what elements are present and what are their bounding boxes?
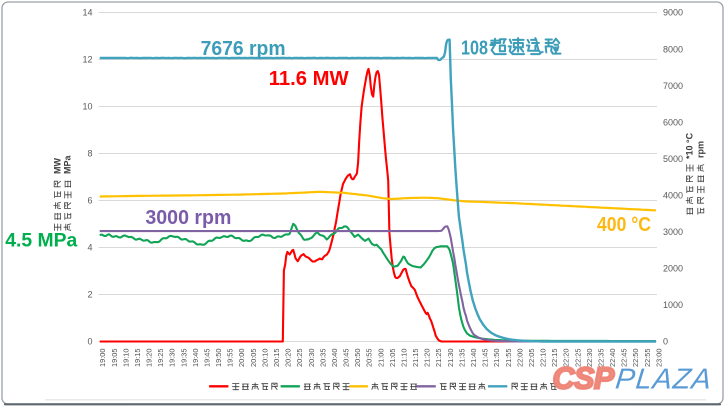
svg-text:2: 2 <box>87 290 92 300</box>
svg-text:21:15: 21:15 <box>411 349 420 368</box>
svg-text:22:45: 22:45 <box>620 349 629 368</box>
svg-text:20:40: 20:40 <box>330 349 339 368</box>
svg-text:20:15: 20:15 <box>272 349 281 368</box>
svg-text:1000: 1000 <box>663 300 683 310</box>
svg-text:400 °C: 400 °C <box>597 213 651 236</box>
svg-text:19:15: 19:15 <box>133 349 142 368</box>
svg-text:MW: MW <box>52 158 62 174</box>
svg-text:7676 rpm: 7676 rpm <box>201 37 286 60</box>
svg-text:22:30: 22:30 <box>585 349 594 368</box>
svg-text:108: 108 <box>461 37 488 60</box>
svg-text:6000: 6000 <box>663 117 683 127</box>
svg-text:8: 8 <box>87 149 92 159</box>
svg-text:22:50: 22:50 <box>631 349 640 368</box>
svg-text:19:30: 19:30 <box>168 349 177 368</box>
svg-text:19:20: 19:20 <box>145 349 154 368</box>
svg-text:12: 12 <box>82 55 92 65</box>
svg-text:20:35: 20:35 <box>318 349 327 368</box>
svg-text:22:10: 22:10 <box>539 349 548 368</box>
svg-text:rpm: rpm <box>696 141 706 158</box>
svg-text:CSP: CSP <box>553 362 615 396</box>
svg-text:20:50: 20:50 <box>353 349 362 368</box>
svg-text:22:40: 22:40 <box>608 349 617 368</box>
svg-text:0: 0 <box>663 337 668 347</box>
svg-text:4.5 MPa: 4.5 MPa <box>5 231 77 252</box>
svg-text:21:35: 21:35 <box>457 349 466 368</box>
svg-text:19:45: 19:45 <box>203 349 212 368</box>
svg-text:23:00: 23:00 <box>654 349 663 368</box>
svg-text:20:55: 20:55 <box>365 349 374 368</box>
svg-text:21:10: 21:10 <box>400 349 409 368</box>
svg-text:MPa: MPa <box>63 155 73 175</box>
svg-text:20:45: 20:45 <box>342 349 351 368</box>
svg-text:20:00: 20:00 <box>237 349 246 368</box>
svg-text:0: 0 <box>87 337 92 347</box>
svg-text:14: 14 <box>82 8 92 18</box>
svg-text:22:25: 22:25 <box>573 349 582 368</box>
svg-text:21:05: 21:05 <box>388 349 397 368</box>
svg-text:20:30: 20:30 <box>307 349 316 368</box>
svg-text:20:10: 20:10 <box>260 349 269 368</box>
svg-text:5000: 5000 <box>663 154 683 164</box>
svg-text:21:40: 21:40 <box>469 349 478 368</box>
svg-text:21:25: 21:25 <box>434 349 443 368</box>
svg-text:19:35: 19:35 <box>179 349 188 368</box>
svg-text:19:25: 19:25 <box>156 349 165 368</box>
svg-text:7000: 7000 <box>663 81 683 91</box>
svg-text:10: 10 <box>82 102 92 112</box>
svg-text:19:55: 19:55 <box>226 349 235 368</box>
svg-text:21:00: 21:00 <box>376 349 385 368</box>
svg-text:19:40: 19:40 <box>191 349 200 368</box>
svg-text:4: 4 <box>87 243 92 253</box>
svg-text:3000: 3000 <box>663 227 683 237</box>
svg-text:19:50: 19:50 <box>214 349 223 368</box>
svg-text:22:15: 22:15 <box>550 349 559 368</box>
svg-text:21:30: 21:30 <box>446 349 455 368</box>
svg-text:20:20: 20:20 <box>284 349 293 368</box>
svg-text:22:20: 22:20 <box>562 349 571 368</box>
svg-text:19:10: 19:10 <box>121 349 130 368</box>
svg-text:2000: 2000 <box>663 264 683 274</box>
svg-text:22:05: 22:05 <box>527 349 536 368</box>
svg-text:22:00: 22:00 <box>515 349 524 368</box>
svg-text:PLAZA: PLAZA <box>614 364 714 396</box>
svg-text:11.6 MW: 11.6 MW <box>269 67 350 90</box>
svg-text:3000 rpm: 3000 rpm <box>145 206 231 229</box>
svg-text:22:35: 22:35 <box>597 349 606 368</box>
svg-text:22:55: 22:55 <box>643 349 652 368</box>
svg-text:19:05: 19:05 <box>110 349 119 368</box>
svg-text:4000: 4000 <box>663 191 683 201</box>
svg-text:21:50: 21:50 <box>492 349 501 368</box>
svg-text:9000: 9000 <box>663 8 683 18</box>
svg-text:21:20: 21:20 <box>423 349 432 368</box>
svg-text:20:25: 20:25 <box>295 349 304 368</box>
svg-text:20:05: 20:05 <box>249 349 258 368</box>
svg-text:*10 °C: *10 °C <box>685 132 695 159</box>
svg-text:21:45: 21:45 <box>481 349 490 368</box>
svg-text:19:00: 19:00 <box>98 349 107 368</box>
svg-text:6: 6 <box>87 196 92 206</box>
svg-text:21:55: 21:55 <box>504 349 513 368</box>
svg-text:8000: 8000 <box>663 44 683 54</box>
